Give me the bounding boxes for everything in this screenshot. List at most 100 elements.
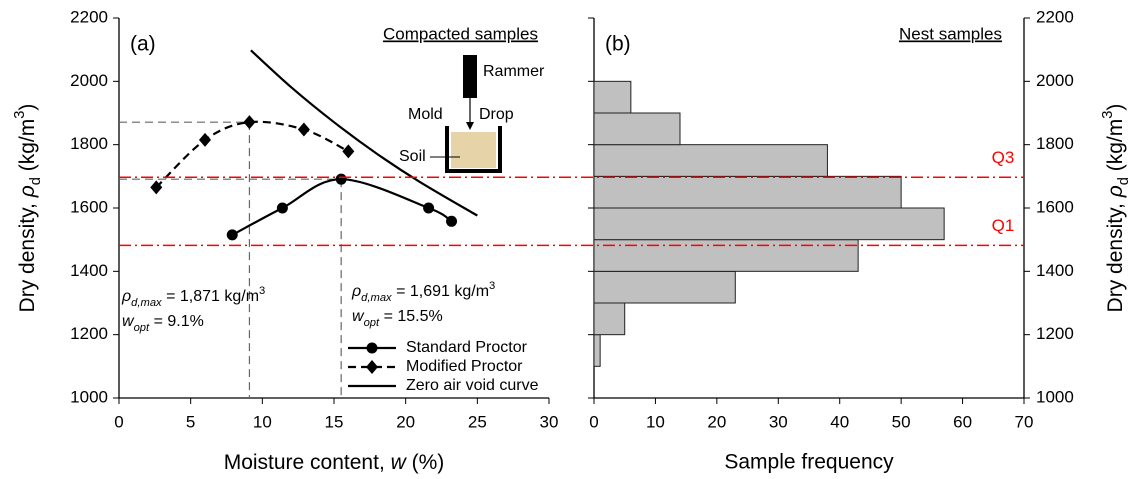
- x-tick-label: 20: [707, 412, 726, 431]
- mold: [445, 126, 502, 173]
- y-tick-label: 1200: [70, 324, 108, 343]
- x-tick-label: 5: [186, 412, 195, 431]
- arrow-head: [466, 122, 474, 130]
- x-tick-label: 15: [325, 412, 344, 431]
- y-tick-label: 2000: [1036, 71, 1074, 90]
- marker: [335, 173, 347, 185]
- text-part: = 15.5%: [379, 308, 443, 325]
- series-line: [155, 120, 349, 189]
- bar: [593, 302, 626, 336]
- marker: [150, 180, 163, 195]
- text-part: w: [352, 308, 365, 325]
- bar: [593, 80, 632, 114]
- legend-label: Standard Proctor: [406, 339, 528, 356]
- rich-text: wopt = 9.1%: [122, 313, 204, 334]
- marker: [199, 132, 211, 147]
- y-tick-label: 1000: [1036, 387, 1074, 406]
- inset-label: Rammer: [483, 63, 545, 80]
- x-tick-label: 0: [589, 412, 598, 431]
- rich-text: ρd,max = 1,691 kg/m3: [351, 280, 495, 304]
- bar: [593, 207, 945, 241]
- marker: [243, 115, 256, 130]
- bar: [593, 239, 859, 272]
- x-tick-label: 30: [769, 412, 788, 431]
- bar: [593, 334, 601, 367]
- x-tick-label: 30: [540, 412, 559, 431]
- text-part: ): [16, 104, 39, 111]
- x-tick-label: 40: [830, 412, 849, 431]
- inset-label: Soil: [399, 148, 426, 165]
- y-tick-label: 1800: [1036, 134, 1074, 153]
- marker: [226, 229, 238, 241]
- text-part: w: [391, 451, 408, 474]
- panel-label: (a): [130, 33, 156, 56]
- text-part: 3: [12, 111, 28, 119]
- y-tick-label: 2000: [70, 71, 108, 90]
- y-tick-label: 1000: [70, 387, 108, 406]
- text-part: ρ: [351, 283, 361, 300]
- marker: [446, 215, 458, 227]
- text-part: = 9.1%: [149, 313, 204, 330]
- panel-title: Nest samples: [899, 24, 1002, 43]
- soil: [451, 132, 496, 168]
- marker: [423, 202, 435, 214]
- text-part: d,max: [131, 297, 162, 309]
- marker: [342, 144, 355, 159]
- rich-text: Moisture content, w (%): [224, 451, 445, 474]
- text-part: ρ: [1104, 185, 1127, 198]
- panel-label: (b): [605, 33, 631, 56]
- text-part: ): [1104, 104, 1127, 111]
- inset-label: Drop: [479, 106, 514, 123]
- x-tick-label: 10: [646, 412, 665, 431]
- y-tick-label: 2200: [70, 7, 108, 26]
- text-part: ρ: [121, 288, 131, 305]
- rich-text: Dry density, ρd (kg/m3): [12, 104, 44, 313]
- x-tick-label: 70: [1015, 412, 1034, 431]
- x-tick-label: 25: [468, 412, 487, 431]
- text-part: 3: [489, 280, 495, 292]
- text-part: Dry density,: [16, 197, 39, 312]
- text-part: = 1,691 kg/m: [392, 283, 489, 300]
- bar: [593, 270, 736, 304]
- text-part: d: [28, 177, 44, 185]
- rich-text: wopt = 15.5%: [352, 308, 443, 329]
- text-part: d,max: [361, 292, 392, 304]
- text-part: (kg/m: [16, 119, 39, 177]
- x-tick-label: 50: [892, 412, 911, 431]
- x-tick-label: 0: [114, 412, 123, 431]
- y-tick-label: 1600: [1036, 197, 1074, 216]
- y-tick-label: 1800: [70, 134, 108, 153]
- text-part: w: [122, 313, 135, 330]
- text-part: Dry density,: [1104, 197, 1127, 312]
- text-part: (%): [406, 451, 445, 474]
- series-line: [250, 49, 478, 217]
- legend-label: Zero air void curve: [406, 377, 539, 394]
- rich-text: Dry density, ρd (kg/m3): [1100, 104, 1132, 313]
- rammer: [463, 55, 477, 98]
- y-tick-label: 1200: [1036, 324, 1074, 343]
- x-tick-label: 10: [253, 412, 272, 431]
- text-part: opt: [364, 317, 380, 329]
- marker: [276, 202, 288, 214]
- x-tick-label: 60: [953, 412, 972, 431]
- text-part: (kg/m: [1104, 119, 1127, 177]
- text-part: opt: [134, 322, 150, 334]
- y-tick-label: 1600: [70, 197, 108, 216]
- text-part: ρ: [16, 185, 39, 198]
- marker: [366, 342, 378, 354]
- text-part: 3: [1100, 111, 1116, 119]
- reference-label: Q1: [992, 216, 1015, 235]
- text-part: 3: [259, 285, 265, 297]
- inset-label: Mold: [408, 106, 443, 123]
- y-tick-label: 1400: [1036, 261, 1074, 280]
- bar: [593, 144, 828, 177]
- reference-label: Q3: [992, 148, 1015, 167]
- rich-text: ρd,max = 1,871 kg/m3: [121, 285, 265, 309]
- text-part: Moisture content,: [224, 451, 391, 474]
- legend-label: Modified Proctor: [406, 358, 523, 375]
- marker: [366, 360, 378, 374]
- y-tick-label: 1400: [70, 261, 108, 280]
- x-tick-label: 20: [396, 412, 415, 431]
